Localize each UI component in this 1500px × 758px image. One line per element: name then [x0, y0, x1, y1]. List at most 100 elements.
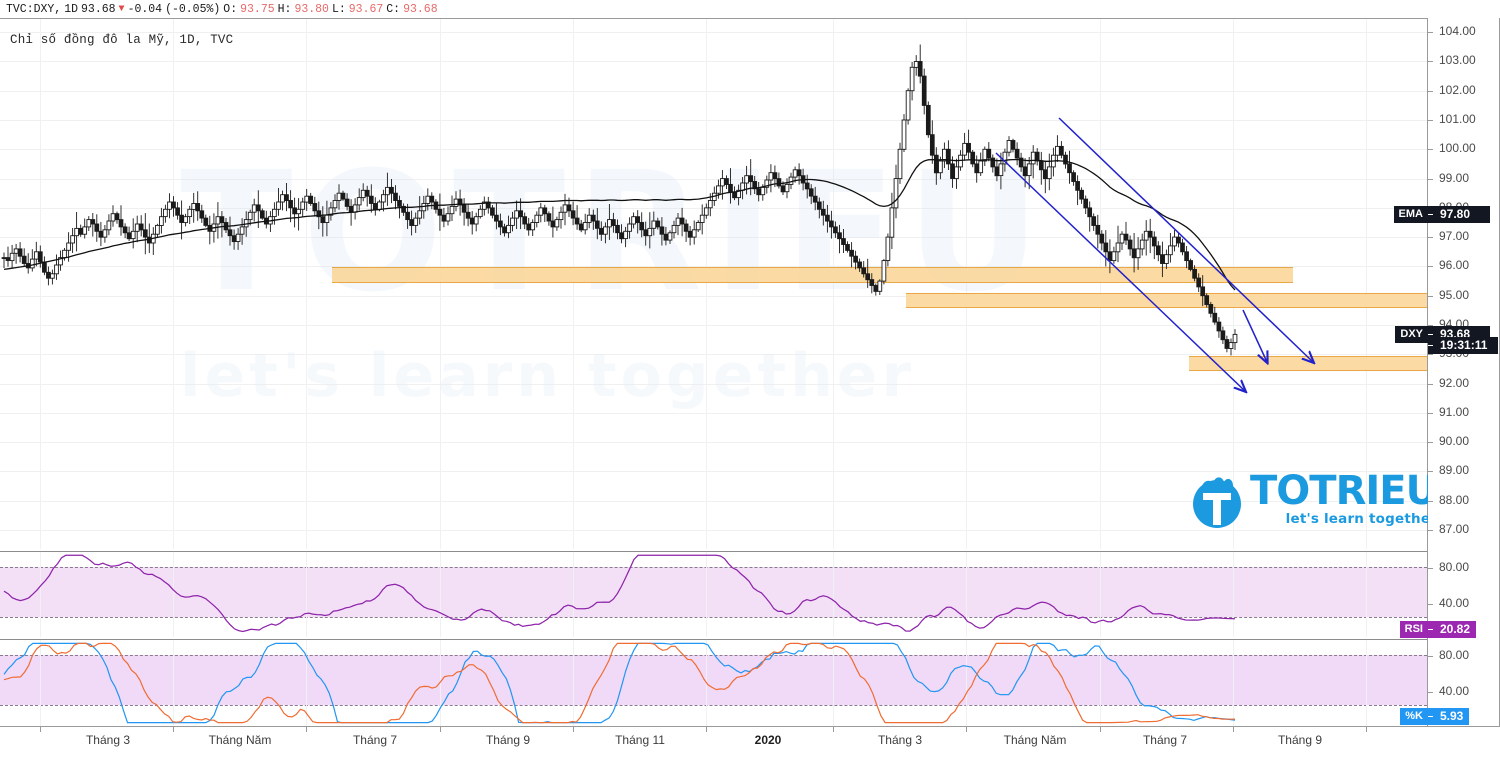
gridline-vertical: [706, 19, 707, 549]
trendlines-svg: [995, 117, 1427, 549]
badge-dash: [1428, 629, 1433, 630]
rsi-pane[interactable]: [0, 551, 1427, 638]
price-tick: 104.00: [1428, 24, 1499, 40]
gridline-vertical: [306, 19, 307, 549]
time-axis-tick: [40, 727, 41, 732]
time-axis-label: Tháng Năm: [208, 733, 272, 747]
time-axis-label: 2020: [754, 733, 782, 747]
price-tick-label: 88.00: [1439, 492, 1470, 507]
badge-dash: [1428, 345, 1433, 347]
price-tick-label: 102.00: [1439, 82, 1476, 97]
oscillator-tick-label: 40.00: [1439, 684, 1470, 698]
price-badge-19-31-11[interactable]: 19:31:11: [1428, 337, 1498, 355]
legend-open-value: 93.75: [240, 2, 275, 16]
totrieu-logo-tagline: let's learn together: [1285, 510, 1438, 527]
price-tick: 90.00: [1428, 434, 1499, 450]
gridline: [0, 471, 1427, 473]
price-tick-label: 103.00: [1439, 53, 1476, 68]
gridline: [0, 412, 1427, 414]
stochastic-value-badge[interactable]: %K 5.93: [1400, 708, 1470, 725]
threshold-line: [0, 705, 1427, 707]
legend-low-key: L:: [331, 2, 346, 16]
price-tick: 91.00: [1428, 405, 1499, 421]
price-tick-label: 104.00: [1439, 24, 1476, 39]
oscillator-tick-label: 40.00: [1439, 596, 1470, 610]
gridline-vertical: [966, 640, 967, 726]
price-tick: 99.00: [1428, 171, 1499, 187]
price-badge-ema[interactable]: EMA 97.80: [1393, 205, 1490, 223]
gridline-vertical: [306, 552, 307, 637]
candlestick-series: [1, 44, 1238, 356]
chart-legend-bar: TVC:DXY, 1D 93.68 ▼ -0.04 (-0.05%) O: 93…: [0, 0, 1500, 18]
price-tick-label: 96.00: [1439, 258, 1470, 273]
gridline-vertical: [573, 19, 574, 549]
time-axis-tick: [1366, 727, 1367, 732]
time-axis-label: Tháng 3: [877, 733, 923, 747]
oscillator-tick: 40.00: [1428, 684, 1499, 700]
legend-interval[interactable]: 1D: [64, 2, 79, 16]
price-tick: 92.00: [1428, 376, 1499, 392]
gridline-vertical: [1366, 19, 1367, 549]
price-tick-label: 99.00: [1439, 170, 1470, 185]
price-tick-label: 100.00: [1439, 141, 1476, 156]
legend-high-value: 93.80: [294, 2, 329, 16]
price-tick: 95.00: [1428, 288, 1499, 304]
gridline: [0, 529, 1427, 531]
gridline-vertical: [1366, 552, 1367, 637]
trendline-lower[interactable]: [995, 152, 1245, 391]
stochastic-pane[interactable]: [0, 639, 1427, 727]
legend-close-value: 93.68: [403, 2, 438, 16]
price-tick: 89.00: [1428, 463, 1499, 479]
time-axis-label: Tháng 3: [85, 733, 131, 747]
time-axis[interactable]: Tháng 3 Tháng Năm Tháng 7 Tháng 9 Tháng 11 20…: [0, 726, 1500, 758]
time-axis-label: Tháng 7: [1142, 733, 1188, 747]
gridline-vertical: [40, 640, 41, 726]
price-axis[interactable]: 104.00103.00102.00101.00100.0099.0098.00…: [1393, 18, 1499, 739]
time-axis-tick: [573, 727, 574, 732]
price-tick: 96.00: [1428, 258, 1499, 274]
trendline-upper[interactable]: [1058, 117, 1313, 362]
price-pane[interactable]: [0, 19, 1427, 549]
price-tick-label: 92.00: [1439, 375, 1470, 390]
time-axis-tick: [1233, 727, 1234, 732]
gridline: [0, 295, 1427, 297]
projection-arrow[interactable]: [1242, 309, 1267, 362]
gridline-vertical: [40, 552, 41, 637]
price-gridlines: [0, 19, 1427, 549]
legend-change: -0.04: [127, 2, 163, 16]
resistance-zone-96[interactable]: [332, 267, 1293, 283]
gridline: [0, 354, 1427, 356]
gridline-vertical: [440, 640, 441, 726]
threshold-line: [0, 567, 1427, 569]
gridline: [0, 442, 1427, 444]
stoch-k-line: [3, 642, 1236, 724]
price-tick-label: 97.00: [1439, 229, 1470, 244]
price-badge-value: 19:31:11: [1440, 338, 1488, 353]
totrieu-logo: TOTRIEU let's learn together: [1186, 468, 1438, 530]
gridline-vertical: [573, 552, 574, 637]
price-tick-label: 87.00: [1439, 521, 1470, 536]
legend-symbol[interactable]: TVC:DXY,: [6, 2, 62, 16]
stoch-d-line: [3, 642, 1236, 724]
gridline-vertical: [1233, 552, 1234, 637]
gridline-vertical: [1366, 640, 1367, 726]
support-zone-95[interactable]: [906, 293, 1427, 308]
price-tick: 103.00: [1428, 53, 1499, 69]
gridline: [0, 500, 1427, 502]
gridline: [0, 61, 1427, 63]
stoch-badge-value: 5.93: [1440, 709, 1464, 723]
price-series-svg: [1, 44, 1238, 356]
rsi-gridlines: [0, 552, 1427, 638]
time-axis-label: Tháng 7: [352, 733, 398, 747]
price-tick-label: 95.00: [1439, 287, 1470, 302]
time-axis-label: Tháng Năm: [1003, 733, 1067, 747]
time-axis-tick: [706, 727, 707, 732]
gridline: [0, 383, 1427, 385]
gridline-vertical: [966, 19, 967, 549]
badge-dash: [1428, 334, 1433, 336]
rsi-value-badge[interactable]: RSI 20.82: [1399, 621, 1477, 638]
price-tick: 102.00: [1428, 83, 1499, 99]
time-axis-tick: [833, 727, 834, 732]
time-axis-tick: [1100, 727, 1101, 732]
